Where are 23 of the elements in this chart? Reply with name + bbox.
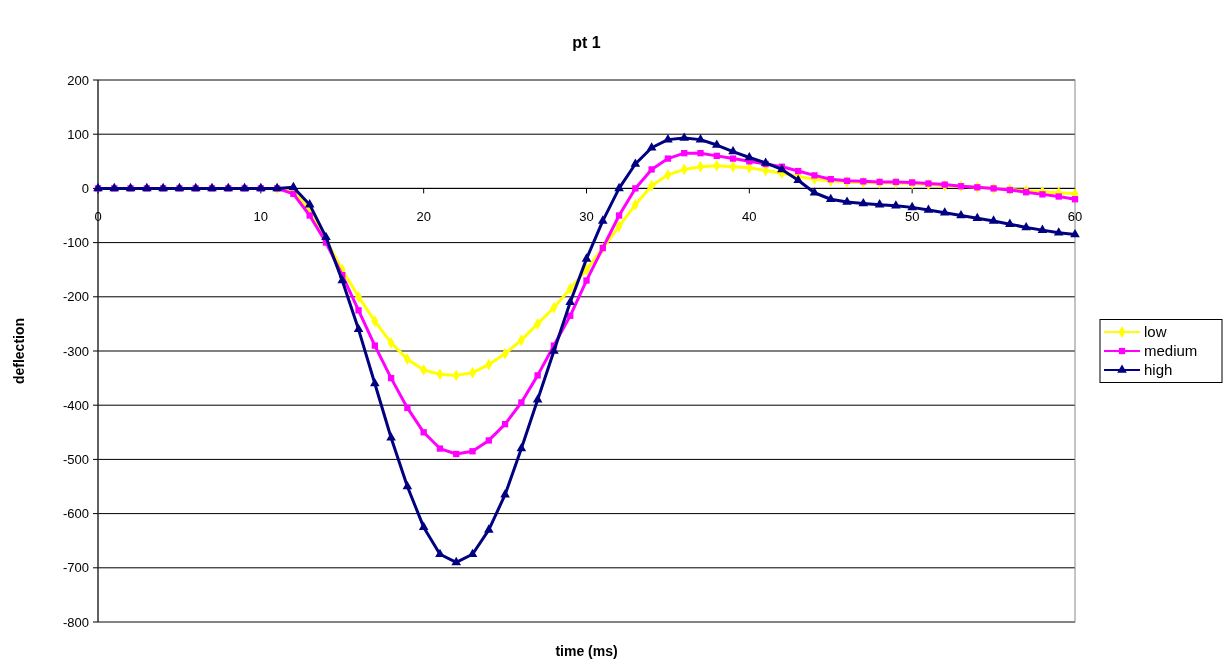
y-tick-label: 100 (67, 126, 89, 142)
y-tick-label: 200 (67, 72, 89, 88)
y-tick-label: -600 (62, 506, 89, 522)
y-tick-label: -400 (62, 397, 89, 413)
y-tick-label: 0 (81, 180, 89, 196)
y-tick-label: -500 (62, 451, 89, 467)
y-tick-label: -300 (62, 343, 89, 359)
x-tick-label: 60 (1067, 209, 1083, 225)
legend-label: medium (1144, 342, 1198, 360)
x-tick-label: 40 (742, 209, 757, 225)
x-axis-title: time (ms) (555, 643, 618, 659)
x-tick-label: 50 (904, 209, 920, 225)
x-tick-label: 10 (253, 209, 269, 225)
chart-title: pt 1 (572, 34, 601, 51)
legend-label: low (1144, 323, 1167, 341)
y-tick-label: -200 (62, 289, 89, 305)
x-tick-label: 20 (416, 209, 431, 225)
y-tick-label: -100 (62, 235, 89, 251)
y-tick-label: -800 (62, 614, 89, 630)
y-tick-label: -700 (62, 560, 89, 576)
legend-label: high (1144, 361, 1173, 379)
y-axis-title: deflection (11, 317, 27, 385)
x-tick-label: 30 (579, 209, 594, 225)
